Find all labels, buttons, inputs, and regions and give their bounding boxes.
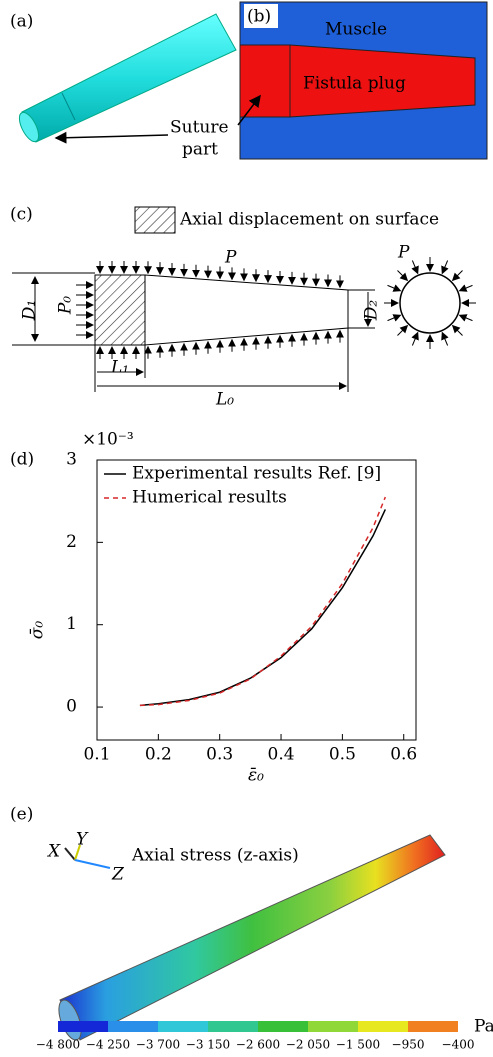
panel-label: (a) bbox=[10, 12, 33, 32]
pressure-arrow bbox=[387, 284, 402, 292]
pressure-arrow bbox=[397, 270, 409, 282]
label-box bbox=[244, 4, 278, 28]
pressure-label: P bbox=[224, 248, 237, 268]
colorbar-label: −3 700 bbox=[136, 1038, 180, 1052]
pressure-arrow bbox=[451, 270, 463, 282]
colorbar-label: −950 bbox=[392, 1038, 425, 1052]
colorbar-label: −4 250 bbox=[86, 1038, 130, 1052]
data-line bbox=[139, 496, 387, 707]
unit-label: Pa bbox=[474, 1017, 493, 1037]
colorbar-segment bbox=[358, 1021, 408, 1032]
arrow bbox=[237, 94, 261, 126]
pressure-arrow bbox=[458, 314, 473, 322]
colorbar-segment bbox=[308, 1021, 358, 1032]
colorbar-segment bbox=[208, 1021, 258, 1032]
dimension-label: L₁ bbox=[110, 358, 129, 378]
legend-swatch bbox=[134, 206, 176, 234]
x-axis-label: ε̄₀ bbox=[248, 766, 264, 786]
panel-label: (d) bbox=[10, 450, 34, 470]
x-tick-label: 0.4 bbox=[268, 745, 295, 765]
legend-label: Humerical results bbox=[132, 488, 287, 508]
plug-schematic bbox=[12, 257, 476, 392]
axis-triad bbox=[64, 844, 111, 869]
panel-label: (b) bbox=[247, 7, 271, 27]
x-tick-label: 0.5 bbox=[329, 745, 356, 765]
y-tick-label: 0 bbox=[66, 697, 77, 717]
colorbar-label: −2 050 bbox=[286, 1038, 330, 1052]
x-tick-label: 0.2 bbox=[145, 745, 172, 765]
dimension-label: P₀ bbox=[56, 296, 76, 315]
legend-label: Axial displacement on surface bbox=[179, 210, 439, 230]
pressure-arrow bbox=[397, 324, 409, 336]
plot-frame bbox=[96, 459, 417, 741]
panel-label: (c) bbox=[10, 205, 33, 225]
colorbar-segment bbox=[408, 1021, 458, 1032]
x-tick-label: 0.1 bbox=[83, 745, 110, 765]
muscle-label: Muscle bbox=[325, 20, 387, 40]
y-multiplier: ×10⁻³ bbox=[82, 430, 134, 450]
y-tick-label: 2 bbox=[66, 532, 77, 552]
colorbar-label: −2 600 bbox=[236, 1038, 280, 1052]
colorbar-segment bbox=[258, 1021, 308, 1032]
pressure-label: P bbox=[397, 243, 410, 263]
colorbar-label: −1 500 bbox=[336, 1038, 380, 1052]
colorbar-segment bbox=[108, 1021, 158, 1032]
colorbar-segment bbox=[58, 1021, 108, 1032]
dimension-label: D₂ bbox=[362, 300, 382, 322]
colorbar-label: −4 800 bbox=[36, 1038, 80, 1052]
pressure-arrow bbox=[411, 260, 419, 275]
data-line bbox=[139, 509, 387, 707]
y-tick-label: 1 bbox=[66, 614, 77, 634]
colorbar: −4 800 −4 250 −3 700 −3 150 −2 600 −2 050 −1 5… bbox=[36, 1021, 475, 1052]
arrow bbox=[54, 131, 169, 144]
colorbar-label: −400 bbox=[442, 1038, 475, 1052]
pressure-arrow bbox=[411, 331, 419, 346]
plot-title: Axial stress (z-axis) bbox=[131, 846, 299, 866]
pressure-arrow bbox=[458, 284, 473, 292]
axis-label: X bbox=[46, 842, 61, 862]
y-tick-label: 3 bbox=[66, 450, 77, 470]
y-axis-label: σ̄₀ bbox=[28, 621, 48, 640]
axis-label: Y bbox=[76, 830, 89, 850]
annotation: Suture bbox=[170, 118, 229, 138]
fistula-plug-3d bbox=[18, 13, 237, 143]
chart: 0.1 0.2 0.3 0.4 0.5 0.6 0 1 2 3 Experimental resul… bbox=[66, 450, 417, 765]
legend-label: Experimental results Ref. [9] bbox=[132, 464, 381, 484]
pressure-arrow bbox=[387, 314, 402, 322]
plug-label: Fistula plug bbox=[303, 74, 406, 94]
x-tick-label: 0.3 bbox=[206, 745, 233, 765]
dimension-label: D₁ bbox=[20, 300, 40, 321]
colorbar-segment bbox=[158, 1021, 208, 1032]
pressure-arrow bbox=[451, 324, 463, 336]
panel-label: (e) bbox=[10, 805, 33, 825]
colorbar-label: −3 150 bbox=[186, 1038, 230, 1052]
pressure-arrow bbox=[441, 331, 449, 346]
pressure-arrow bbox=[441, 260, 449, 275]
dimension-label: L₀ bbox=[215, 390, 234, 410]
x-tick-label: 0.6 bbox=[390, 745, 417, 765]
axis-label: Z bbox=[111, 865, 125, 885]
annotation: part bbox=[182, 140, 218, 160]
